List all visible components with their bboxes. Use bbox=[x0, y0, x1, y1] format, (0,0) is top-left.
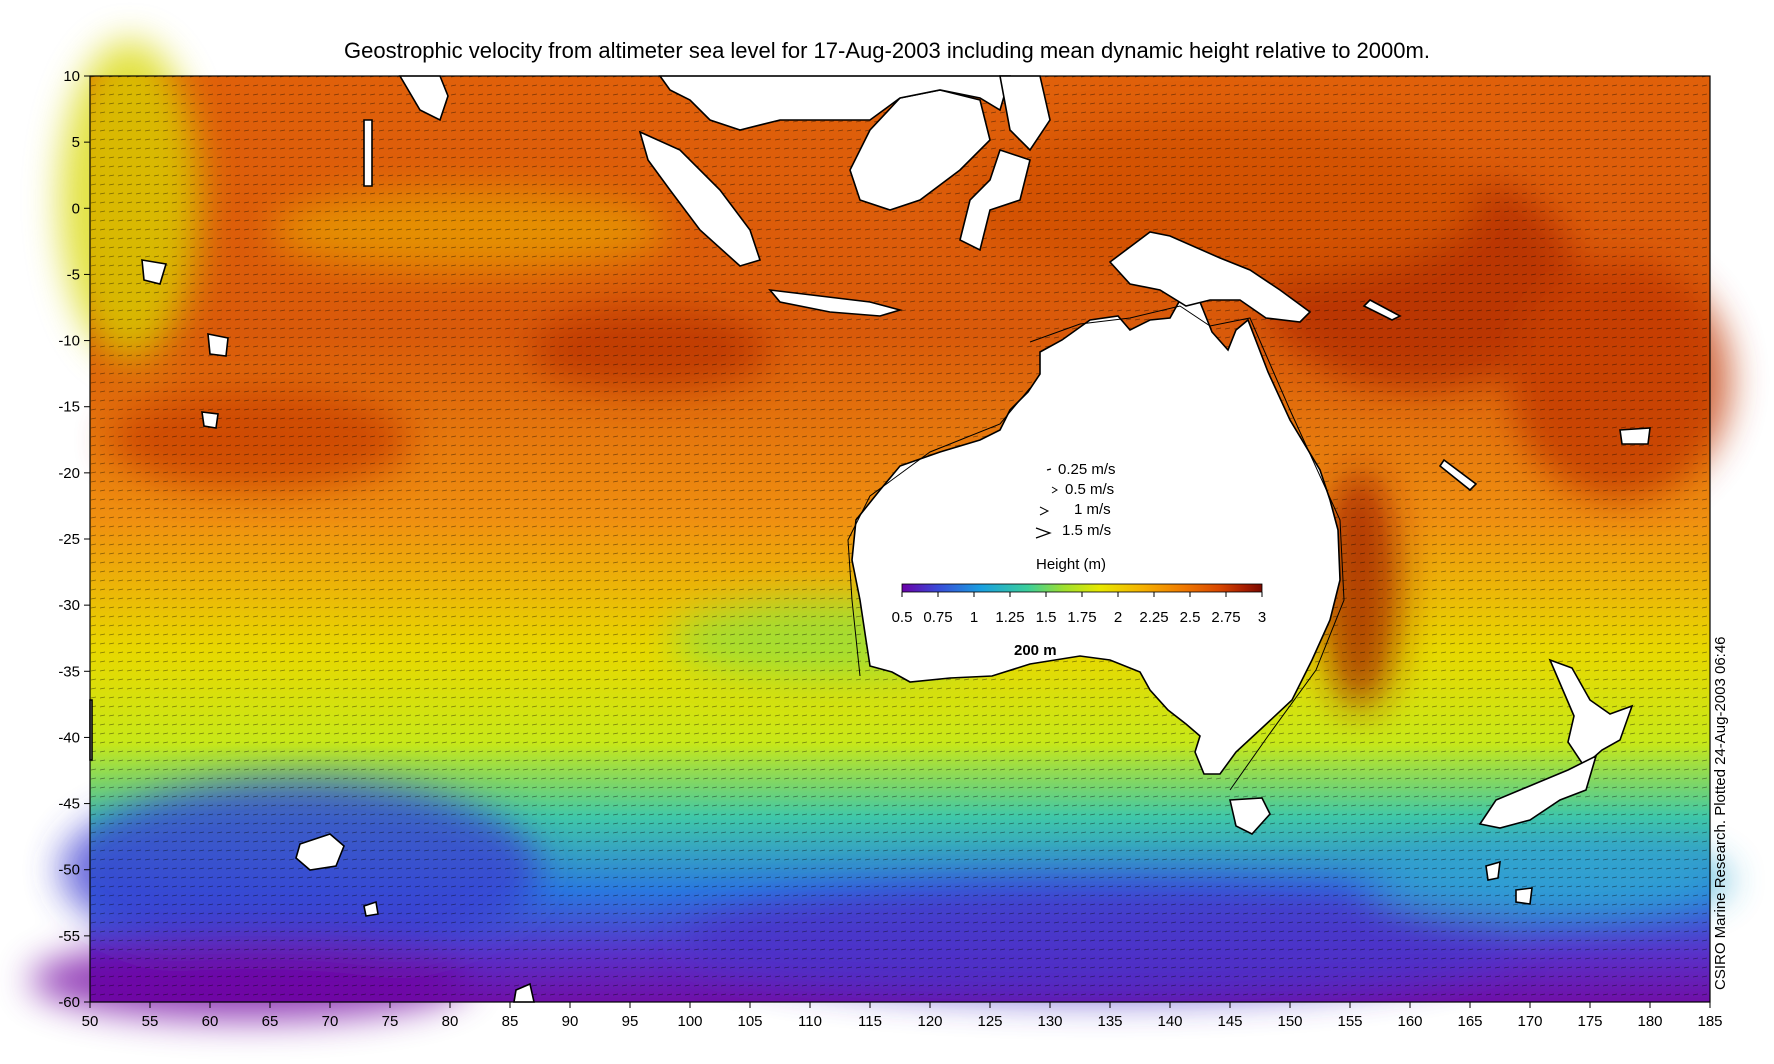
y-tick-label: -5 bbox=[67, 266, 80, 283]
x-tick-label: 180 bbox=[1637, 1013, 1662, 1030]
mauritius-land bbox=[207, 333, 229, 357]
colorbar-title: Height (m) bbox=[1036, 556, 1106, 573]
x-tick-label: 50 bbox=[82, 1013, 99, 1030]
australia-land bbox=[851, 299, 1341, 775]
new-caledonia-land bbox=[1438, 458, 1478, 492]
y-tick-label: 10 bbox=[63, 68, 80, 85]
reunion-land bbox=[201, 411, 219, 429]
colorbar-tick-label: 1.75 bbox=[1067, 609, 1096, 626]
x-tick-label: 65 bbox=[262, 1013, 279, 1030]
x-axis: 50 55 60 65 70 75 80 85 90 95 100 105 110 115 120 125 13… bbox=[82, 1002, 1723, 1030]
mainland-asia-land bbox=[658, 75, 1012, 131]
x-tick-label: 85 bbox=[502, 1013, 519, 1030]
y-tick-label: 0 bbox=[72, 200, 80, 217]
maldives-land bbox=[363, 119, 373, 187]
x-tick-label: 90 bbox=[562, 1013, 579, 1030]
x-tick-label: 160 bbox=[1397, 1013, 1422, 1030]
y-tick-label: -30 bbox=[58, 597, 80, 614]
x-tick-label: 120 bbox=[917, 1013, 942, 1030]
x-tick-label: 135 bbox=[1097, 1013, 1122, 1030]
speed-arrow-05 bbox=[1051, 486, 1058, 494]
x-tick-label: 70 bbox=[322, 1013, 339, 1030]
speed-arrow-15 bbox=[1035, 527, 1052, 539]
x-tick-label: 125 bbox=[977, 1013, 1002, 1030]
fiji-land bbox=[1619, 427, 1651, 445]
y-tick-label: -15 bbox=[58, 399, 80, 416]
y-tick-label: -45 bbox=[58, 796, 80, 813]
speed-label-025: 0.25 m/s bbox=[1058, 461, 1116, 478]
x-tick-label: 115 bbox=[858, 1013, 882, 1030]
speed-arrow-025 bbox=[1046, 468, 1052, 471]
x-tick-label: 175 bbox=[1577, 1013, 1602, 1030]
y-tick-label: -50 bbox=[58, 862, 80, 879]
x-tick-label: 145 bbox=[1217, 1013, 1242, 1030]
x-tick-label: 105 bbox=[737, 1013, 762, 1030]
x-tick-label: 95 bbox=[622, 1013, 639, 1030]
isobath-200m bbox=[847, 305, 1345, 791]
x-tick-label: 185 bbox=[1697, 1013, 1722, 1030]
tasmania-land bbox=[1229, 797, 1271, 835]
colorbar-tick-label: 1.25 bbox=[995, 609, 1024, 626]
borneo-land bbox=[849, 89, 991, 211]
java-land bbox=[768, 288, 903, 317]
y-tick-label: -10 bbox=[58, 333, 80, 350]
chagos-land bbox=[141, 259, 168, 285]
x-tick-label: 130 bbox=[1037, 1013, 1062, 1030]
x-tick-label: 140 bbox=[1157, 1013, 1182, 1030]
speed-arrow-1 bbox=[1039, 506, 1050, 516]
map-title: Geostrophic velocity from altimeter sea … bbox=[344, 38, 1430, 63]
kerguelen-land bbox=[295, 833, 345, 871]
y-tick-label: -55 bbox=[58, 928, 80, 945]
solomon-islands-land bbox=[1362, 299, 1402, 321]
y-axis: 10 5 0 -5 -10 -15 -20 -25 -30 -35 -40 -45 -50 -55 -60 bbox=[58, 68, 90, 1011]
speed-label-1: 1 m/s bbox=[1074, 501, 1111, 518]
x-tick-label: 155 bbox=[1337, 1013, 1362, 1030]
speed-label-05: 0.5 m/s bbox=[1065, 481, 1114, 498]
y-tick-label: -60 bbox=[58, 994, 80, 1011]
y-tick-label: -20 bbox=[58, 465, 80, 482]
colorbar-gradient bbox=[901, 583, 1263, 593]
y-tick-label: 5 bbox=[72, 134, 80, 151]
colorbar-tick-label: 2.5 bbox=[1180, 609, 1201, 626]
colorbar: Height (m) 0.5 0.75 1 1.25 1.5 1.75 2 2.25 2.5 2.… bbox=[892, 556, 1267, 626]
sulawesi-land bbox=[959, 148, 1031, 252]
colorbar-tick-label: 0.5 bbox=[892, 609, 913, 626]
x-tick-label: 80 bbox=[442, 1013, 459, 1030]
nz-north-island-land bbox=[1548, 658, 1634, 768]
x-tick-label: 100 bbox=[677, 1013, 702, 1030]
y-tick-label: -25 bbox=[58, 531, 80, 548]
speed-label-15: 1.5 m/s bbox=[1062, 522, 1111, 539]
sumatra-land bbox=[638, 130, 762, 267]
colorbar-tick-label: 2 bbox=[1114, 609, 1122, 626]
auckland-islands-land bbox=[1485, 860, 1501, 881]
nz-south-island-land bbox=[1478, 754, 1598, 829]
x-tick-label: 55 bbox=[142, 1013, 159, 1030]
colorbar-tick-label: 0.75 bbox=[923, 609, 952, 626]
macquarie-land bbox=[1515, 887, 1533, 905]
credit-text: CSIRO Marine Research. Plotted 24-Aug-20… bbox=[1712, 636, 1729, 990]
colorbar-tick-label: 1.5 bbox=[1036, 609, 1057, 626]
x-tick-label: 165 bbox=[1457, 1013, 1482, 1030]
isobath-label: 200 m bbox=[1014, 642, 1057, 659]
heard-island-land bbox=[363, 900, 379, 917]
colorbar-tick-label: 2.75 bbox=[1211, 609, 1240, 626]
speed-legend: 0.25 m/s 0.5 m/s 1 m/s 1.5 m/s bbox=[1035, 461, 1116, 539]
colorbar-tick-label: 1 bbox=[970, 609, 978, 626]
x-tick-label: 170 bbox=[1517, 1013, 1542, 1030]
colorbar-tick-label: 3 bbox=[1258, 609, 1266, 626]
y-tick-label: -35 bbox=[58, 663, 80, 680]
y-tick-label: -40 bbox=[58, 729, 80, 746]
x-tick-label: 110 bbox=[798, 1013, 822, 1030]
colorbar-tick-label: 2.25 bbox=[1139, 609, 1168, 626]
x-tick-label: 150 bbox=[1277, 1013, 1302, 1030]
x-tick-label: 75 bbox=[382, 1013, 399, 1030]
new-guinea-land bbox=[1108, 231, 1312, 323]
land-masses bbox=[89, 75, 1651, 1003]
x-tick-label: 60 bbox=[202, 1013, 219, 1030]
